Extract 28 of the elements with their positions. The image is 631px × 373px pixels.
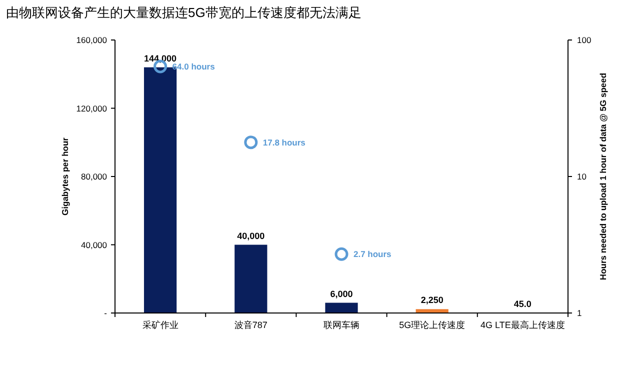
y-tick-label: - <box>104 308 108 318</box>
y-tick-label: 40,000 <box>81 240 108 250</box>
y2-axis-title: Hours needed to upload 1 hour of data @ 5G speed <box>598 72 608 280</box>
point <box>244 136 258 150</box>
y2-tick-label: 1 <box>577 308 582 318</box>
x-tick-label: 4G LTE最高上传速度 <box>480 320 565 330</box>
data-label: 6,000 <box>330 288 353 299</box>
y-tick-label: 160,000 <box>76 35 108 45</box>
data-label: 64.0 hours <box>172 61 216 72</box>
y-tick-label: 80,000 <box>81 172 108 182</box>
data-label: 17.8 hours <box>262 137 306 148</box>
point <box>334 247 348 261</box>
x-tick-label: 波音787 <box>234 320 268 330</box>
data-label: 2.7 hours <box>354 249 392 260</box>
bar <box>234 244 268 313</box>
data-label: 45.0 <box>514 298 532 309</box>
x-tick-label: 联网车辆 <box>324 320 360 330</box>
y-tick-label: 120,000 <box>76 103 108 114</box>
y-axis-title: Gigabytes per hour <box>60 136 70 216</box>
chart-title: 由物联网设备产生的大量数据连5G带宽的上传速度都无法满足 <box>6 5 362 20</box>
x-tick-label: 5G理论上传速度 <box>399 320 466 330</box>
bar <box>416 309 448 313</box>
data-label: 40,000 <box>237 230 265 241</box>
x-tick-label: 采矿作业 <box>142 320 178 330</box>
y2-tick-label: 100 <box>577 35 592 45</box>
y2-tick-label: 10 <box>577 172 587 182</box>
data-label: 2,250 <box>420 295 444 306</box>
bar <box>325 302 358 313</box>
